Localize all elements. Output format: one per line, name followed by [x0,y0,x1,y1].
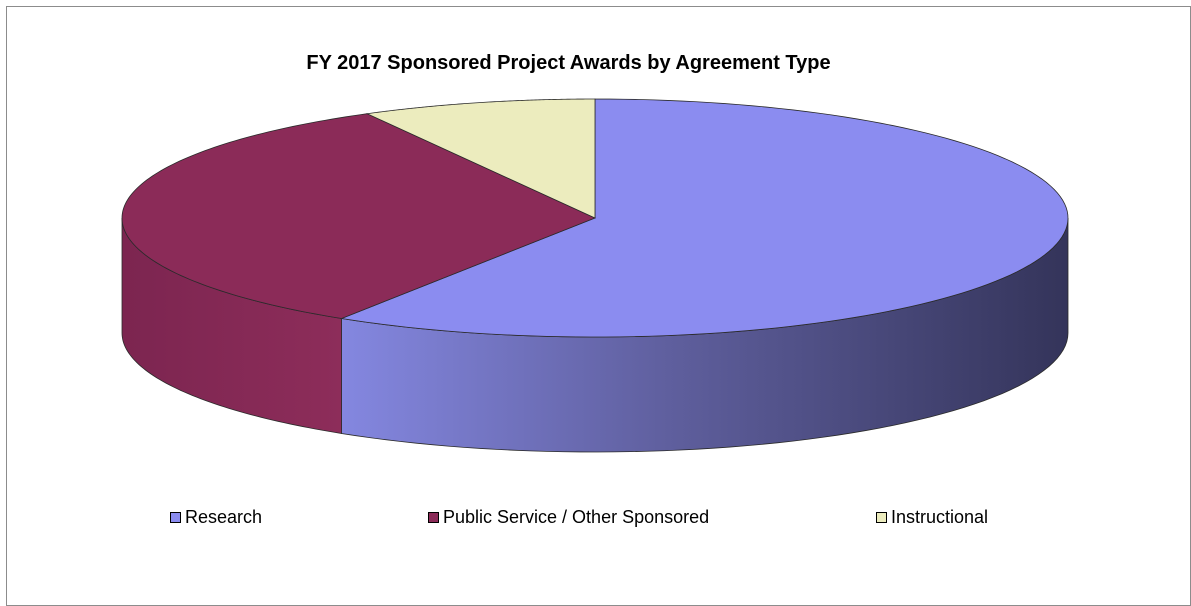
chart-title: FY 2017 Sponsored Project Awards by Agre… [306,52,831,74]
legend-label-instructional: Instructional [891,507,989,527]
legend-item-public-service: Public Service / Other Sponsored [428,507,709,528]
legend-label-public-service: Public Service / Other Sponsored [443,507,710,527]
chart-legend: Research Public Service / Other Sponsore… [0,507,1191,531]
pie-slice-research [340,98,1069,338]
legend-swatch-public-service [428,512,439,523]
legend-swatch-research [170,512,181,523]
legend-item-research: Research [170,507,262,528]
pie-slice-public-service [121,113,597,319]
legend-item-instructional: Instructional [876,507,988,528]
pie-slice-instructional [365,98,596,219]
legend-swatch-instructional [876,512,887,523]
legend-label-research: Research [185,507,263,527]
pie-chart [121,98,1069,453]
